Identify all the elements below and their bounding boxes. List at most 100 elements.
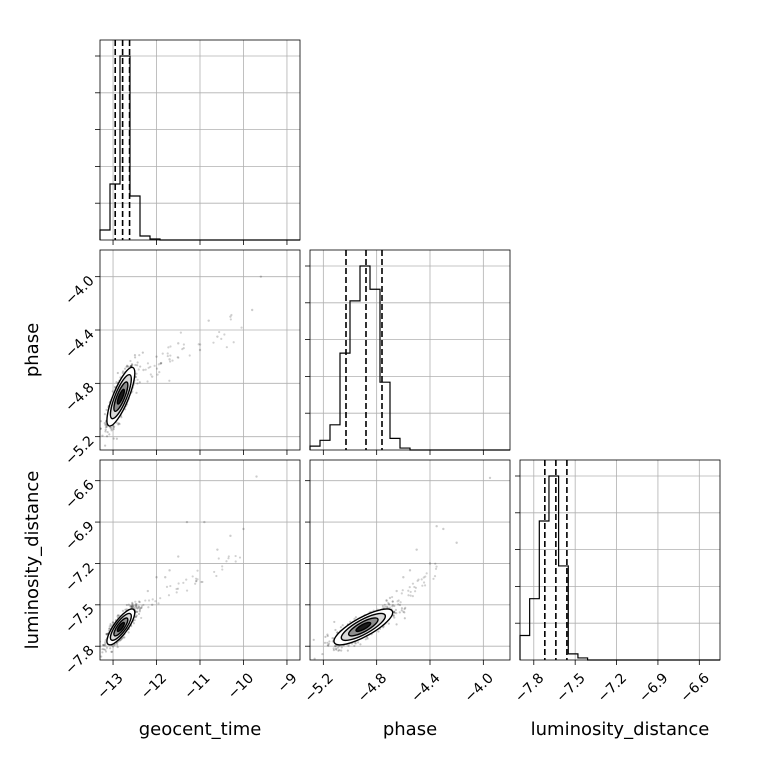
scatter-point	[137, 612, 141, 616]
scatter-point	[109, 623, 112, 626]
scatter-tail-point	[176, 356, 179, 359]
scatter-outlier-10	[150, 603, 154, 607]
scatter-point	[121, 371, 124, 375]
scatter-tail-point	[137, 368, 140, 371]
scatter-tail-point	[387, 601, 390, 605]
xtick-label-geocent-time-luminosity-distance-1: −12	[138, 670, 170, 702]
scatter-tail-point	[138, 600, 141, 604]
histogram-luminosity-distance	[519, 475, 720, 661]
scatter-point	[108, 627, 111, 630]
scatter-point	[353, 617, 356, 620]
scatter-tail-point	[225, 346, 228, 349]
panel-hist-luminosity-distance: −7.8 −7.5 −7.2 −6.9 −6.6	[512, 459, 721, 706]
scatter-tail-point	[182, 343, 185, 346]
scatter-point	[112, 426, 115, 429]
scatter-point	[136, 382, 139, 385]
scatter-tail-point	[386, 606, 390, 609]
scatter-tail-point	[138, 606, 141, 609]
scatter-tail-point	[434, 567, 438, 570]
scatter-tail-point	[171, 359, 174, 362]
histogram-phase	[309, 265, 510, 451]
ytick-label-geocent-time-luminosity-distance-1: −7.5	[62, 601, 97, 636]
scatter-point	[103, 421, 106, 425]
scatter-outlier-5	[395, 589, 398, 593]
scatter-outlier-2	[488, 476, 492, 480]
scatter-point	[353, 644, 356, 647]
scatter-tail-point	[223, 333, 226, 336]
ytick-label-geocent-time-luminosity-distance-3: −6.9	[62, 518, 97, 553]
scatter-point	[134, 615, 137, 618]
scatter-point	[108, 426, 112, 429]
scatter-point	[104, 648, 107, 651]
scatter-tail-point	[138, 609, 141, 612]
scatter-point	[105, 632, 108, 636]
scatter-point	[101, 644, 105, 647]
scatter-tail-point	[396, 600, 399, 603]
scatter-point	[393, 616, 396, 619]
scatter-outlier-0	[229, 315, 232, 318]
frame-geocent-time-luminosity-distance	[99, 459, 301, 661]
scatter-outlier-4	[402, 576, 405, 579]
scatter-outlier-8	[408, 569, 412, 572]
scatter-point	[123, 367, 127, 370]
scatter-point	[117, 423, 120, 426]
scatter-outlier-8	[164, 576, 167, 579]
scatter-tail-point	[159, 597, 162, 600]
scatter-point	[112, 645, 115, 648]
scatter-tail-point	[129, 605, 132, 608]
scatter-point	[332, 649, 336, 652]
scatter-outlier-5	[177, 555, 180, 558]
ylabel-luminosity-distance: luminosity_distance	[22, 471, 43, 650]
scatter-tail-point	[414, 586, 417, 589]
scatter-tail-point	[157, 363, 160, 366]
scatter-tail-point	[185, 589, 189, 592]
scatter-outlier-9	[216, 548, 219, 551]
scatter-point	[116, 615, 119, 618]
scatter-tail-point	[400, 592, 403, 595]
scatter-point	[338, 648, 341, 652]
scatter-tail-point	[432, 577, 435, 580]
scatter-point	[96, 426, 98, 428]
scatter-outlier-4	[242, 527, 245, 531]
scatter-point	[340, 646, 343, 649]
panel-hist-phase	[305, 249, 511, 455]
scatter-tail-point	[240, 326, 243, 329]
scatter-point	[393, 610, 396, 613]
scatter-point	[116, 614, 120, 617]
scatter-tail-point	[229, 318, 232, 321]
scatter-point	[133, 356, 137, 359]
scatter-point	[133, 618, 136, 622]
scatter-point	[113, 425, 116, 428]
scatter-tail-point	[425, 572, 428, 575]
scatter-point	[109, 647, 112, 650]
frame-phase	[309, 249, 511, 451]
scatter-point	[105, 425, 108, 428]
xtick-label-luminosity-distance-2: −7.2	[595, 670, 630, 705]
scatter-outlier-0	[185, 520, 189, 524]
frame-phase-luminosity-distance	[309, 459, 511, 661]
xlabel-phase: phase	[383, 719, 437, 740]
scatter-outlier-7	[146, 589, 150, 593]
scatter-point	[102, 648, 106, 651]
scatter-point	[326, 633, 329, 636]
scatter-point	[334, 645, 337, 648]
scatter-point	[377, 630, 380, 633]
scatter-tail-point	[434, 562, 437, 565]
scatter-tail-point	[230, 313, 233, 317]
scatter-outlier-3	[415, 548, 418, 551]
scatter-tail-point	[155, 367, 159, 370]
scatter-tail-point	[433, 575, 437, 578]
scatter-point	[104, 644, 107, 647]
scatter-point	[381, 604, 384, 608]
scatter-tail-point	[232, 341, 235, 344]
xtick-label-geocent-time-luminosity-distance-0: −13	[94, 670, 126, 702]
scatter-tail-point	[414, 590, 417, 593]
scatter-tail-point	[420, 578, 423, 581]
scatter-tail-point	[129, 359, 132, 363]
scatter-outlier-3	[250, 308, 254, 312]
scatter-outlier-1	[207, 319, 210, 322]
scatter-outlier-9	[216, 335, 219, 338]
scatter-point	[106, 431, 109, 434]
scatter-tail-point	[169, 584, 172, 588]
